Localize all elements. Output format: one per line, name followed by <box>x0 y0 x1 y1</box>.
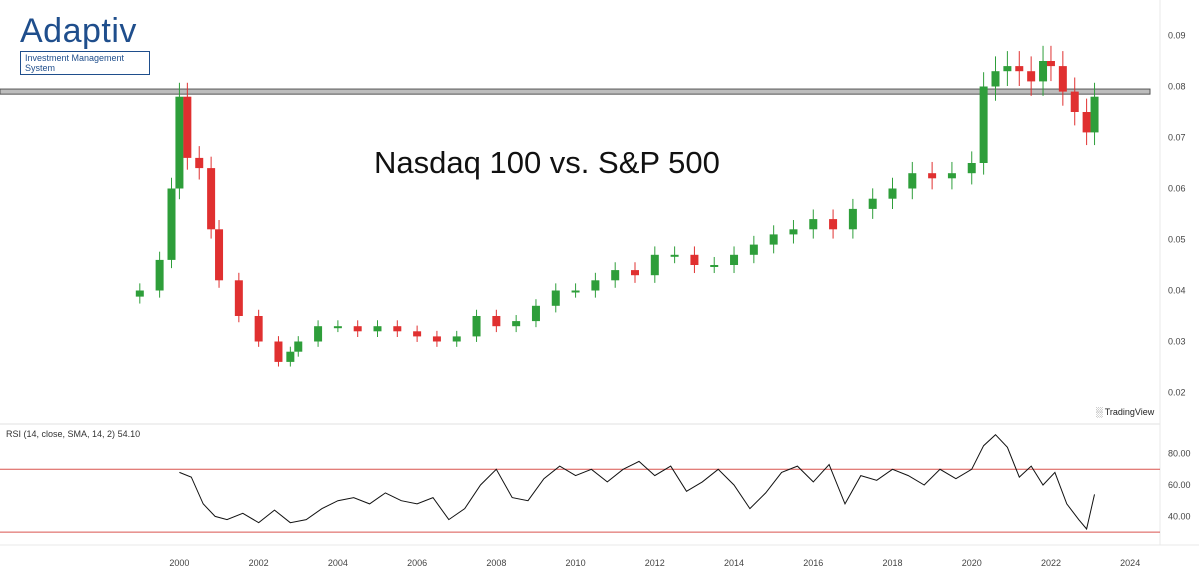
time-tick-label: 2020 <box>962 558 982 568</box>
candle-body <box>432 336 441 342</box>
candle-body <box>991 71 1000 87</box>
candle-body <box>183 96 192 158</box>
rsi-tick-label: 80.00 <box>1168 449 1191 459</box>
candle-body <box>1090 96 1099 133</box>
time-tick-label: 2000 <box>169 558 189 568</box>
price-tick-label: 0.03 <box>1168 337 1186 347</box>
time-tick-label: 2002 <box>249 558 269 568</box>
candle-body <box>571 290 580 293</box>
rsi-legend: RSI (14, close, SMA, 14, 2) 54.10 <box>6 429 140 439</box>
rsi-title: RSI (14, close, SMA, 14, 2) <box>6 429 116 439</box>
candle-body <box>749 244 758 255</box>
candle-body <box>829 219 838 230</box>
candle-body <box>947 173 956 179</box>
candle-body <box>1070 91 1079 112</box>
candle-body <box>373 326 382 332</box>
candle-body <box>492 316 501 327</box>
rsi-tick-label: 40.00 <box>1168 511 1191 521</box>
candle-body <box>413 331 422 337</box>
time-tick-label: 2018 <box>882 558 902 568</box>
candle-body <box>631 270 639 276</box>
time-tick-label: 2010 <box>566 558 586 568</box>
candle-body <box>452 336 461 342</box>
price-tick-label: 0.02 <box>1168 388 1186 398</box>
tradingview-text: TradingView <box>1104 407 1155 417</box>
candle-body <box>967 163 976 174</box>
time-tick-label: 2016 <box>803 558 823 568</box>
candle-body <box>393 326 402 332</box>
candle-body <box>848 208 857 230</box>
time-tick-label: 2024 <box>1120 558 1140 568</box>
candle-body <box>512 321 521 327</box>
candle-body <box>314 326 323 342</box>
candle-body <box>690 254 699 265</box>
candle-body <box>1015 66 1024 72</box>
candle-body <box>207 168 216 230</box>
candle-body <box>215 229 224 281</box>
candle-body <box>670 254 679 257</box>
time-tick-label: 2004 <box>328 558 348 568</box>
candle-body <box>928 173 937 179</box>
resistance-band <box>0 88 1151 95</box>
rsi-pane <box>0 433 1160 533</box>
brand-logo: Adaptiv Investment Management System <box>20 12 150 75</box>
candle-body <box>353 326 362 332</box>
candle-body <box>1046 61 1055 67</box>
price-tick-label: 0.06 <box>1168 184 1186 194</box>
axes: 0.02 0.03 0.04 0.05 0.06 0.07 0.08 0.09 80.00 60.… <box>169 31 1190 569</box>
candle-body <box>611 270 620 281</box>
price-tick-label: 0.05 <box>1168 235 1186 245</box>
candle-body <box>167 188 176 260</box>
candle-body <box>650 254 659 276</box>
candle-body <box>1027 71 1036 82</box>
rsi-line <box>179 433 1095 531</box>
time-tick-label: 2022 <box>1041 558 1061 568</box>
candle-body <box>1082 112 1091 133</box>
candle-body <box>195 157 204 169</box>
candle-body <box>769 234 778 245</box>
candle-body <box>591 280 600 291</box>
rsi-value: 54.10 <box>117 429 141 439</box>
candle-body <box>809 219 818 230</box>
candle-body <box>551 290 560 306</box>
candle-body <box>868 198 877 209</box>
candle-body <box>333 326 342 329</box>
candle-body <box>789 229 798 235</box>
time-tick-label: 2006 <box>407 558 427 568</box>
candle-body <box>1003 66 1012 72</box>
candle-body <box>274 341 283 362</box>
chart-title: Nasdaq 100 vs. S&P 500 <box>374 145 720 180</box>
candle-body <box>254 316 263 342</box>
candle-body <box>155 259 164 291</box>
candle-body <box>1039 61 1048 82</box>
price-tick-label: 0.07 <box>1168 133 1186 143</box>
time-tick-label: 2008 <box>486 558 506 568</box>
tradingview-watermark: ░ TradingView <box>1096 407 1154 417</box>
candle-body <box>472 316 481 337</box>
candle-body <box>1058 66 1067 92</box>
candle-body <box>135 290 144 297</box>
candle-body <box>888 188 897 199</box>
price-pane <box>0 45 1151 367</box>
rsi-tick-label: 60.00 <box>1168 480 1191 490</box>
price-tick-label: 0.09 <box>1168 31 1186 41</box>
price-tick-label: 0.08 <box>1168 82 1186 92</box>
candle-body <box>175 96 184 189</box>
price-tick-label: 0.04 <box>1168 286 1186 296</box>
candle-body <box>710 265 719 267</box>
candle-body <box>908 173 917 189</box>
candle-body <box>286 351 295 362</box>
candle-body <box>979 86 988 163</box>
time-tick-label: 2012 <box>645 558 665 568</box>
time-tick-label: 2014 <box>724 558 744 568</box>
candle-body <box>294 341 303 352</box>
candle-body <box>531 305 540 322</box>
tradingview-icon: ░ <box>1096 407 1103 417</box>
logo-wordmark: Adaptiv <box>20 12 137 50</box>
candle-body <box>234 280 243 316</box>
logo-subtitle: Investment Management System <box>20 51 150 75</box>
candle-body <box>730 254 739 265</box>
